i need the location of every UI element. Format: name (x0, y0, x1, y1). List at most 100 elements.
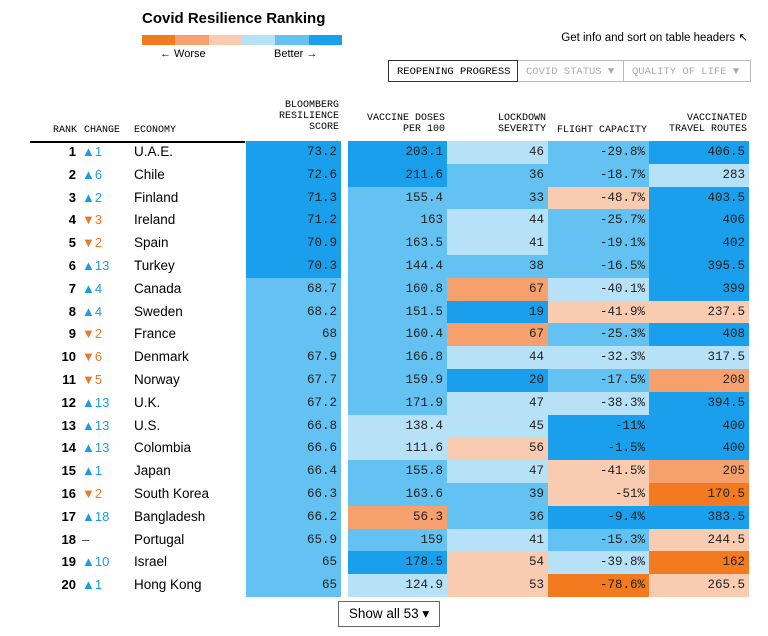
rank-cell: 1 (68, 144, 76, 159)
table-row: 4 ▼3 Ireland 71.2 163 44 -25.7% 406 (0, 209, 768, 233)
header-lockdown-line-1: LOCKDOWN (497, 113, 546, 124)
tab-covid-status[interactable]: COVID STATUS ▼ (518, 60, 624, 82)
lockdown-severity-cell: 44 (447, 346, 548, 369)
lockdown-severity-cell: 41 (447, 232, 548, 255)
economy-cell: Portugal (134, 531, 185, 547)
flight-capacity-cell: -19.1% (548, 232, 649, 255)
header-rank[interactable]: RANK (52, 125, 77, 136)
flight-capacity-cell: -25.7% (548, 209, 649, 233)
header-change[interactable]: CHANGE (84, 125, 121, 136)
rank-cell: 8 (68, 303, 76, 319)
legend-swatch (208, 35, 242, 45)
change-cell: ▼6 (82, 349, 103, 365)
header-flight-line-1: FLIGHT CAPACITY (556, 125, 647, 136)
change-cell: ▲13 (82, 417, 110, 433)
lockdown-severity-cell: 54 (447, 551, 548, 575)
lockdown-severity-cell: 47 (447, 460, 548, 483)
economy-cell: U.S. (134, 417, 161, 433)
change-cell: ▼2 (82, 485, 103, 501)
vaccinated-travel-routes-cell: 406.5 (649, 141, 749, 164)
rank-cell: 10 (61, 349, 76, 365)
change-cell: ▼2 (82, 326, 103, 342)
header-divider (30, 141, 245, 143)
economy-cell: Spain (134, 235, 169, 251)
table-row: 5 ▼2 Spain 70.9 163.5 41 -19.1% 402 (0, 232, 768, 255)
lockdown-severity-cell: 20 (447, 368, 548, 392)
change-cell: ▼3 (82, 212, 103, 228)
vaccine-doses-cell: 124.9 (348, 574, 447, 597)
vaccinated-travel-routes-cell: 394.5 (649, 391, 749, 415)
resilience-score-cell: 73.2 (246, 141, 341, 164)
header-vaccine-doses[interactable]: VACCINE DOSES PER 100 (348, 113, 445, 135)
rank-cell: 13 (61, 417, 76, 433)
economy-cell: Norway (134, 371, 180, 387)
tab-quality-of-life[interactable]: QUALITY OF LIFE ▼ (624, 60, 751, 82)
lockdown-severity-cell: 39 (447, 482, 548, 506)
economy-cell: Finland (134, 189, 179, 205)
resilience-score-cell: 66.6 (246, 437, 341, 461)
vaccinated-travel-routes-cell: 400 (649, 437, 749, 461)
rank-cell: 6 (68, 257, 76, 273)
table-row: 7 ▲4 Canada 68.7 160.8 67 -40.1% 399 (0, 277, 768, 301)
header-flight-capacity[interactable]: FLIGHT CAPACITY (548, 125, 647, 136)
resilience-score-cell: 66.3 (246, 482, 341, 506)
table-row: 11 ▼5 Norway 67.7 159.9 20 -17.5% 208 (0, 368, 768, 392)
change-cell: ▲1 (82, 144, 103, 159)
header-resilience-score[interactable]: BLOOMBERG RESILIENCE SCORE (246, 100, 339, 133)
header-vaccinated-travel-routes[interactable]: VACCINATED TRAVEL ROUTES (649, 113, 747, 135)
lockdown-severity-cell: 44 (447, 209, 548, 233)
table-row: 8 ▲4 Sweden 68.2 151.5 19 -41.9% 237.5 (0, 300, 768, 324)
table-row: 16 ▼2 South Korea 66.3 163.6 39 -51% 170.5 (0, 482, 768, 506)
economy-cell: Chile (134, 166, 165, 182)
vaccine-doses-cell: 163.6 (348, 482, 447, 506)
vaccine-doses-cell: 178.5 (348, 551, 447, 575)
vaccine-doses-cell: 171.9 (348, 391, 447, 415)
lockdown-severity-cell: 33 (447, 186, 548, 210)
header-economy[interactable]: ECONOMY (134, 125, 177, 136)
vaccinated-travel-routes-cell: 265.5 (649, 574, 749, 597)
economy-cell: South Korea (134, 485, 210, 501)
economy-cell: Canada (134, 280, 182, 296)
change-cell: ▲13 (82, 394, 110, 410)
show-all-button[interactable]: Show all 53 ▾ (338, 601, 440, 627)
change-cell: ▲1 (82, 463, 103, 479)
flight-capacity-cell: -17.5% (548, 368, 649, 392)
resilience-score-cell: 68.7 (246, 277, 341, 301)
rank-cell: 12 (61, 394, 76, 410)
header-vaccine-line-2: PER 100 (402, 124, 445, 135)
table-row: 14 ▲13 Colombia 66.6 111.6 56 -1.5% 400 (0, 437, 768, 461)
rank-cell: 18 (61, 531, 76, 547)
tab-reopening-progress[interactable]: REOPENING PROGRESS (388, 60, 518, 82)
economy-cell: Denmark (134, 349, 189, 365)
economy-cell: Ireland (134, 212, 176, 228)
vaccinated-travel-routes-cell: 399 (649, 277, 749, 301)
economy-cell: Japan (134, 463, 171, 479)
rank-cell: 11 (62, 371, 76, 387)
vaccinated-travel-routes-cell: 395.5 (649, 254, 749, 278)
change-cell: ▼5 (82, 371, 103, 387)
resilience-score-cell: 67.7 (246, 368, 341, 392)
table-row: 15 ▲1 Japan 66.4 155.8 47 -41.5% 205 (0, 460, 768, 483)
vaccinated-travel-routes-cell: 237.5 (649, 300, 749, 324)
header-resilience-line-2: RESILIENCE (278, 111, 339, 122)
flight-capacity-cell: -51% (548, 482, 649, 506)
vaccine-doses-cell: 159 (348, 528, 447, 552)
vaccinated-travel-routes-cell: 244.5 (649, 528, 749, 552)
vaccinated-travel-routes-cell: 208 (649, 368, 749, 392)
change-cell: ▲13 (82, 440, 110, 456)
resilience-score-cell: 65.9 (246, 528, 341, 552)
change-cell: ▲6 (82, 166, 103, 182)
change-cell: ▲4 (82, 280, 103, 296)
rank-cell: 5 (68, 235, 76, 251)
lockdown-severity-cell: 53 (447, 574, 548, 597)
lockdown-severity-cell: 45 (447, 414, 548, 438)
vaccine-doses-cell: 56.3 (348, 505, 447, 529)
table-row: 18– Portugal 65.9 159 41 -15.3% 244.5 (0, 528, 768, 552)
rank-cell: 4 (68, 212, 76, 228)
vaccine-doses-cell: 203.1 (348, 141, 447, 164)
flight-capacity-cell: -39.8% (548, 551, 649, 575)
flight-capacity-cell: -78.6% (548, 574, 649, 597)
header-lockdown-severity[interactable]: LOCKDOWN SEVERITY (447, 113, 546, 135)
flight-capacity-cell: -48.7% (548, 186, 649, 210)
flight-capacity-cell: -9.4% (548, 505, 649, 529)
